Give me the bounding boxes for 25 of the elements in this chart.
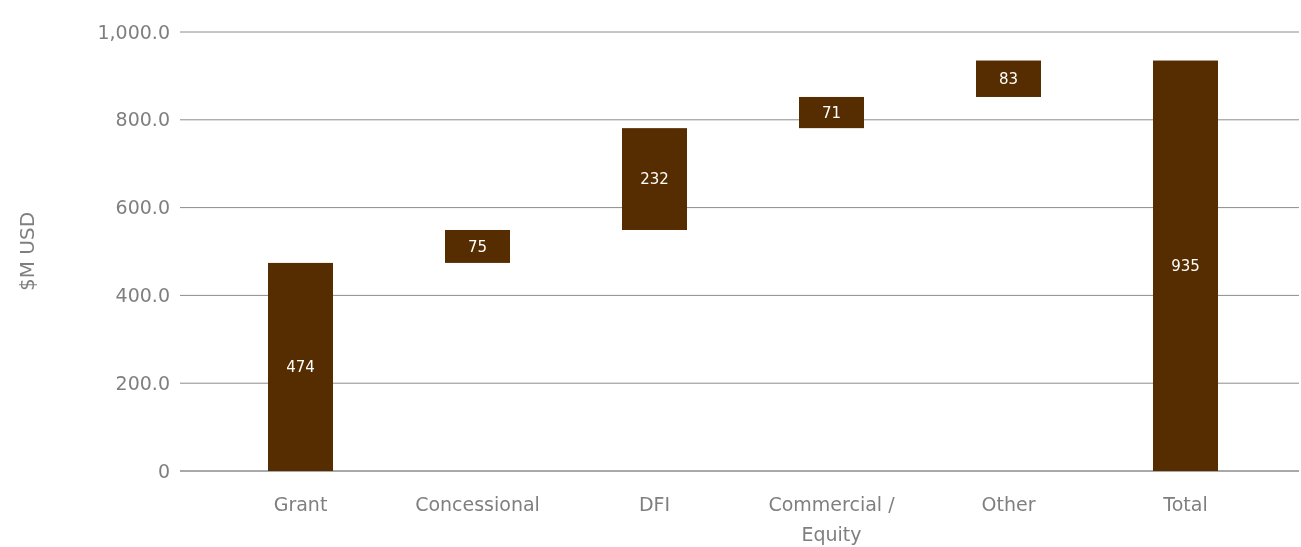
y-axis-title: $M USD [15,211,39,292]
data-label: 71 [821,103,842,122]
bar [445,229,510,263]
x-tick-label: Commercial / Equity [768,493,896,545]
bar [622,128,687,230]
y-tick-label: 400.0 [115,284,170,307]
y-tick-label: 800.0 [115,108,170,131]
x-tick-label: Grant [273,493,328,515]
data-label: 232 [640,170,669,189]
bar [976,60,1041,97]
x-tick-label: Other [981,493,1036,515]
y-tick-label: 0 [157,459,170,482]
data-label: 474 [286,358,315,377]
y-tick-label: 600.0 [115,196,170,219]
bar [268,262,333,471]
x-tick-label: Concessional [415,493,540,515]
data-label: 83 [998,70,1019,88]
x-tick-label: DFI [638,493,671,515]
bar [799,96,864,129]
x-tick-label: Total [1162,493,1208,515]
data-label: 935 [1171,257,1200,276]
y-tick-label: 200.0 [115,371,170,394]
bar [1153,60,1218,471]
data-label: 75 [467,237,488,256]
y-tick-label: 1,000.0 [97,20,170,43]
